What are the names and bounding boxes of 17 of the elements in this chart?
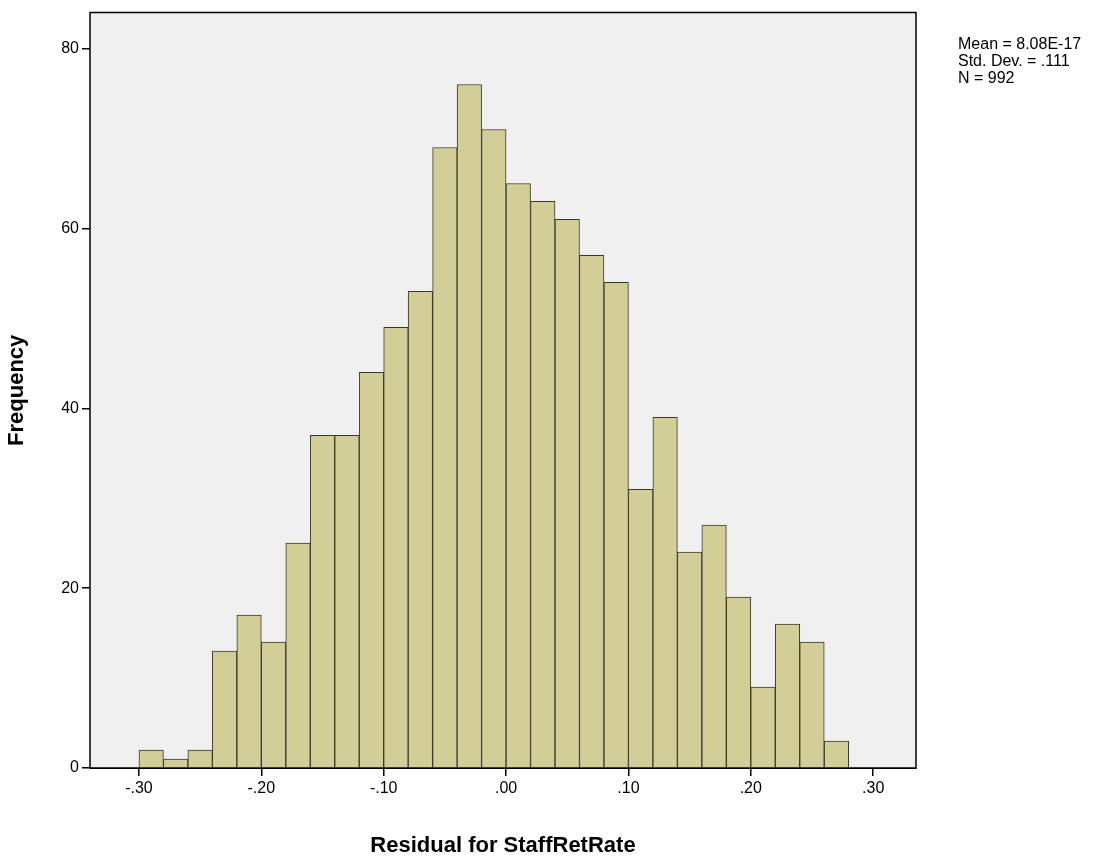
x-tick-label: -.20 [247, 779, 276, 797]
x-tick-label: .30 [862, 779, 885, 797]
y-tick-label: 80 [61, 38, 80, 56]
x-tick-label: -.30 [125, 779, 153, 797]
y-tick-label: 60 [61, 218, 80, 236]
text: N = 992 [958, 69, 1015, 87]
y-tick-label: 0 [70, 758, 80, 776]
y-tick-label: 20 [61, 578, 80, 596]
x-tick-label: -.10 [369, 779, 398, 797]
y-axis-title: Frequency [3, 333, 29, 446]
y-tick-label: 40 [61, 398, 80, 416]
x-axis-title: Residual for StaffRetRate [370, 831, 636, 857]
x-tick-label: .00 [494, 779, 518, 797]
x-tick-label: .20 [739, 779, 763, 797]
x-tick-label: .10 [617, 779, 640, 797]
text: Mean = 8.08E-17 [958, 35, 1082, 53]
text: Std. Dev. = .111 [958, 52, 1070, 70]
